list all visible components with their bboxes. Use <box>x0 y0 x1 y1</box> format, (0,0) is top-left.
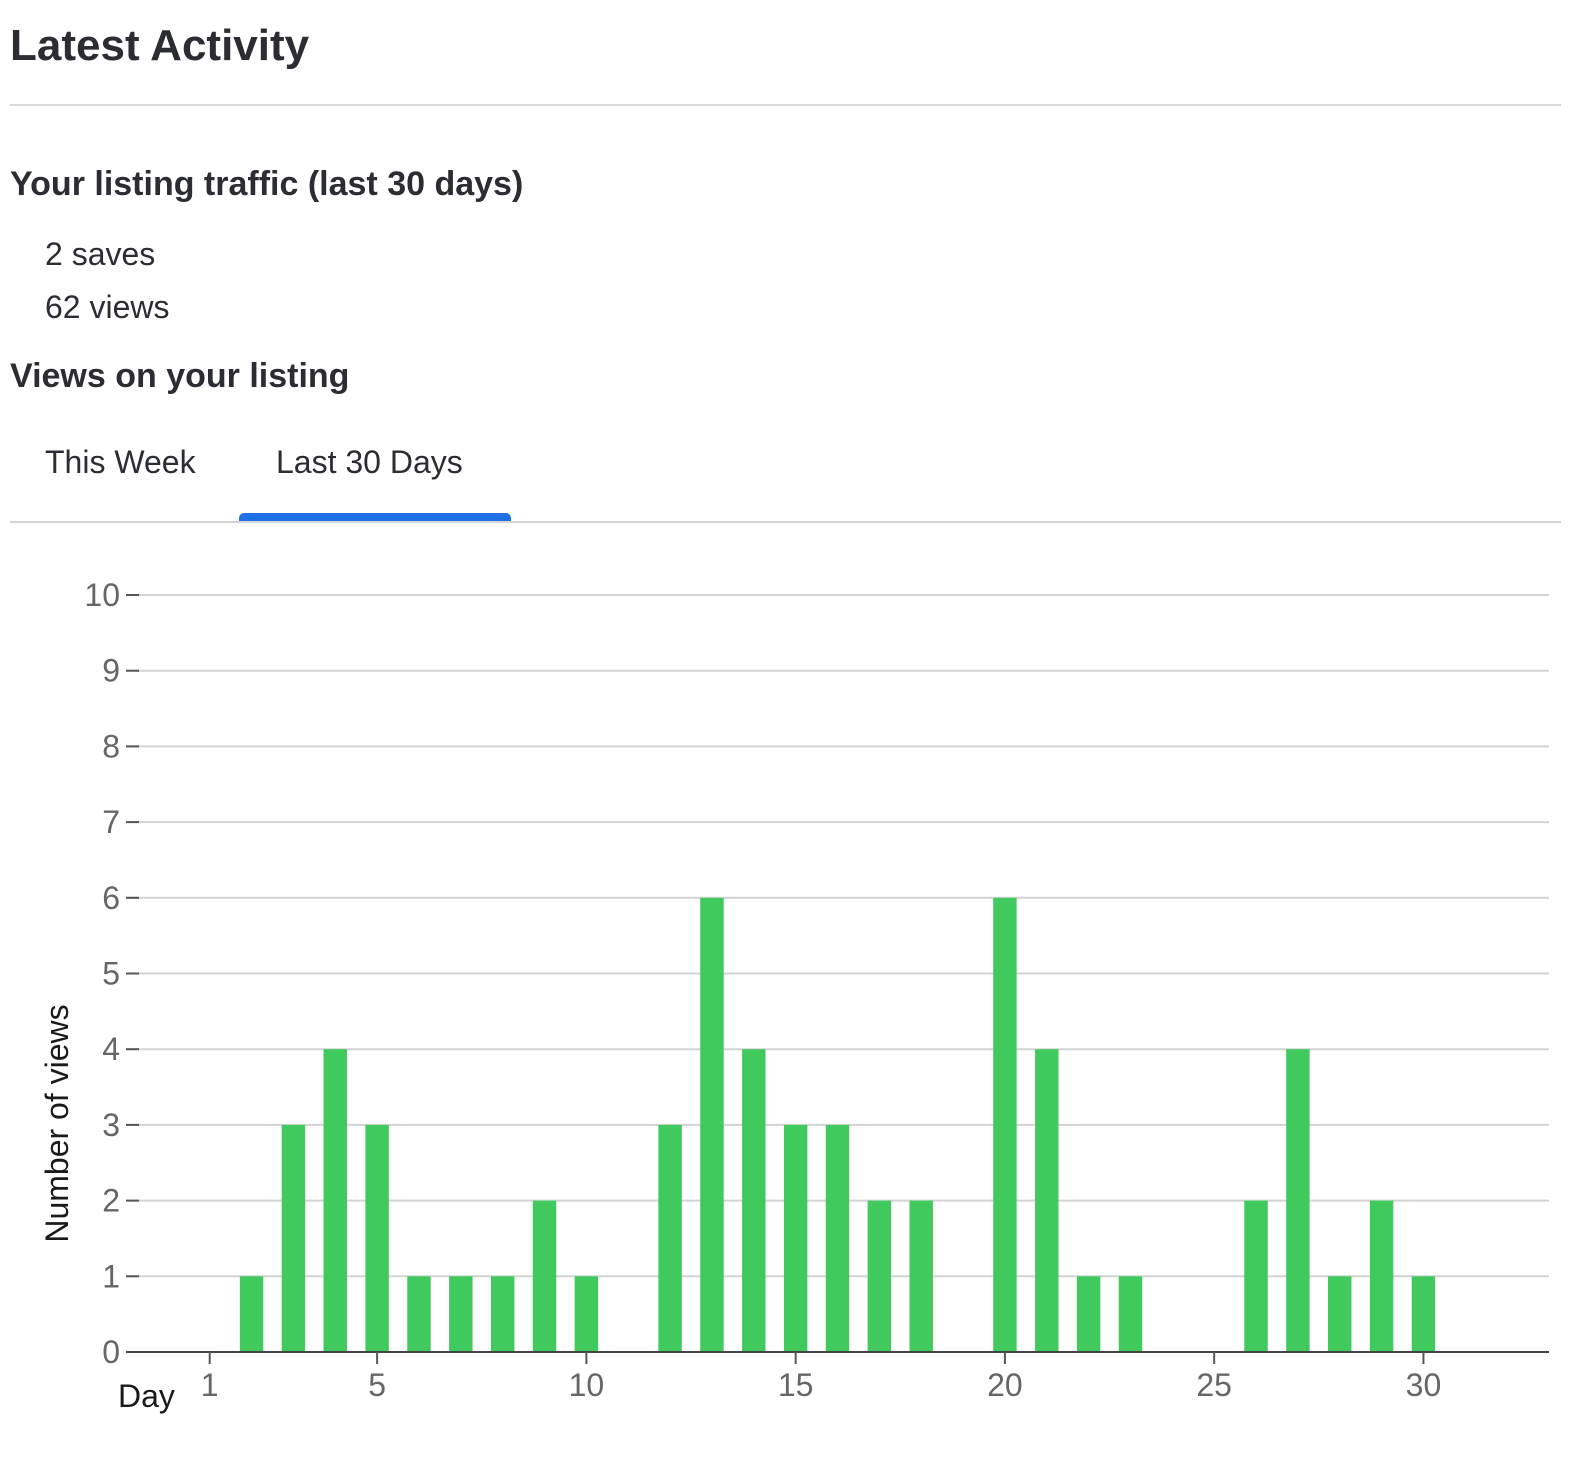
y-tick-label-6: 6 <box>102 880 120 916</box>
views-count: 62 views <box>45 289 170 325</box>
bar-day-4 <box>323 1049 347 1352</box>
bar-day-7 <box>449 1276 473 1352</box>
page-title: Latest Activity <box>10 21 310 70</box>
bar-day-15 <box>783 1124 808 1352</box>
title-divider <box>10 104 1561 106</box>
bar-day-16 <box>825 1124 850 1352</box>
bar-day-22 <box>1076 1276 1101 1352</box>
y-tick-label-3: 3 <box>102 1107 120 1143</box>
y-tick-label-1: 1 <box>102 1258 120 1294</box>
x-tick-label-10: 10 <box>569 1367 605 1403</box>
bar-day-28 <box>1328 1276 1352 1352</box>
bar-day-17 <box>867 1200 892 1352</box>
x-tick-label-1: 1 <box>201 1367 219 1403</box>
y-tick-label-0: 0 <box>102 1334 120 1370</box>
bar-day-2 <box>239 1276 264 1352</box>
x-tick-label-25: 25 <box>1196 1367 1232 1403</box>
bar-day-8 <box>490 1276 515 1352</box>
y-tick-label-5: 5 <box>102 956 120 992</box>
bar-day-9 <box>532 1200 557 1352</box>
x-tick-label-20: 20 <box>987 1367 1023 1403</box>
y-tick-label-7: 7 <box>102 804 120 840</box>
bar-day-12 <box>658 1124 682 1352</box>
bar-day-27 <box>1286 1049 1310 1352</box>
bar-day-5 <box>365 1124 389 1352</box>
bar-day-13 <box>700 897 724 1352</box>
traffic-heading: Your listing traffic (last 30 days) <box>10 165 524 203</box>
bar-day-3 <box>281 1124 306 1352</box>
bar-day-29 <box>1369 1200 1394 1352</box>
bar-day-10 <box>574 1276 599 1352</box>
bar-day-20 <box>993 897 1017 1352</box>
y-tick-label-9: 9 <box>102 653 120 689</box>
grid-lines <box>126 594 1549 1278</box>
y-tick-label-2: 2 <box>102 1183 120 1219</box>
y-axis-title: Number of views <box>39 1004 75 1242</box>
active-tab-indicator <box>239 513 511 522</box>
x-axis-title: Day <box>118 1378 175 1414</box>
bar-day-26 <box>1244 1200 1268 1352</box>
y-tick-label-8: 8 <box>102 728 120 764</box>
bar-day-18 <box>909 1200 933 1352</box>
bar-day-21 <box>1035 1049 1059 1352</box>
views-heading: Views on your listing <box>10 357 350 395</box>
bar-day-6 <box>407 1276 431 1352</box>
bar-day-23 <box>1118 1276 1143 1352</box>
x-tick-label-30: 30 <box>1406 1367 1442 1403</box>
tab-last-30-days[interactable]: Last 30 Days <box>276 444 463 480</box>
tab-divider <box>10 521 1561 523</box>
y-tick-label-10: 10 <box>84 577 120 613</box>
saves-count: 2 saves <box>45 236 156 272</box>
tab-this-week[interactable]: This Week <box>45 444 196 480</box>
bar-day-14 <box>742 1049 766 1352</box>
bar-day-30 <box>1411 1276 1436 1352</box>
x-tick-label-15: 15 <box>778 1367 814 1403</box>
bars <box>239 897 1436 1352</box>
y-tick-label-4: 4 <box>102 1031 120 1067</box>
x-tick-label-5: 5 <box>368 1367 386 1403</box>
